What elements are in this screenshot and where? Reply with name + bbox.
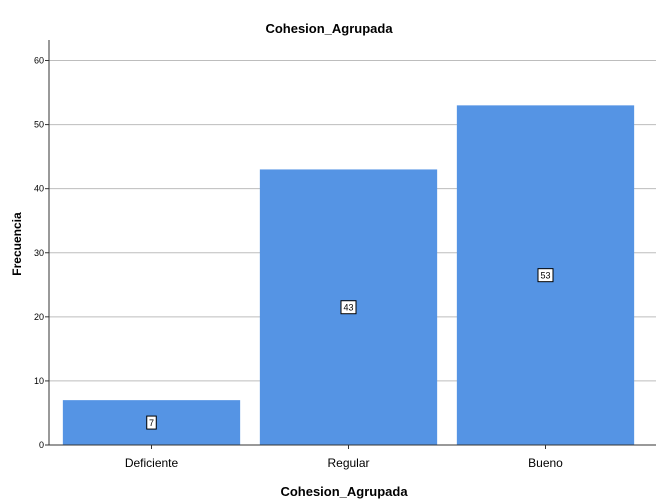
- x-tick-label: Bueno: [528, 456, 563, 470]
- x-tick-label: Regular: [327, 456, 369, 470]
- data-label: 7: [149, 418, 154, 428]
- x-tick-label: Deficiente: [125, 456, 179, 470]
- data-label: 43: [343, 303, 353, 313]
- data-label-box: [340, 300, 357, 315]
- y-ticks: 0 10 20 30 40 50 60: [34, 56, 49, 450]
- data-label: 53: [540, 271, 550, 281]
- x-axis-label: Cohesion_Agrupada: [280, 484, 408, 499]
- chart-title: Cohesion_Agrupada: [265, 21, 393, 36]
- y-tick-label: 0: [39, 440, 44, 450]
- y-tick-label: 50: [34, 120, 44, 130]
- y-tick-label: 40: [34, 184, 44, 194]
- data-label-box: [146, 415, 157, 430]
- y-tick-label: 30: [34, 248, 44, 258]
- y-tick-label: 10: [34, 376, 44, 386]
- y-tick-label: 60: [34, 56, 44, 66]
- y-axis-label: Frecuencia: [10, 212, 24, 276]
- data-labels: 7 43 53: [146, 268, 554, 430]
- y-tick-label: 20: [34, 312, 44, 322]
- data-label-box: [537, 268, 554, 283]
- x-ticks: Deficiente Regular Bueno: [125, 445, 563, 470]
